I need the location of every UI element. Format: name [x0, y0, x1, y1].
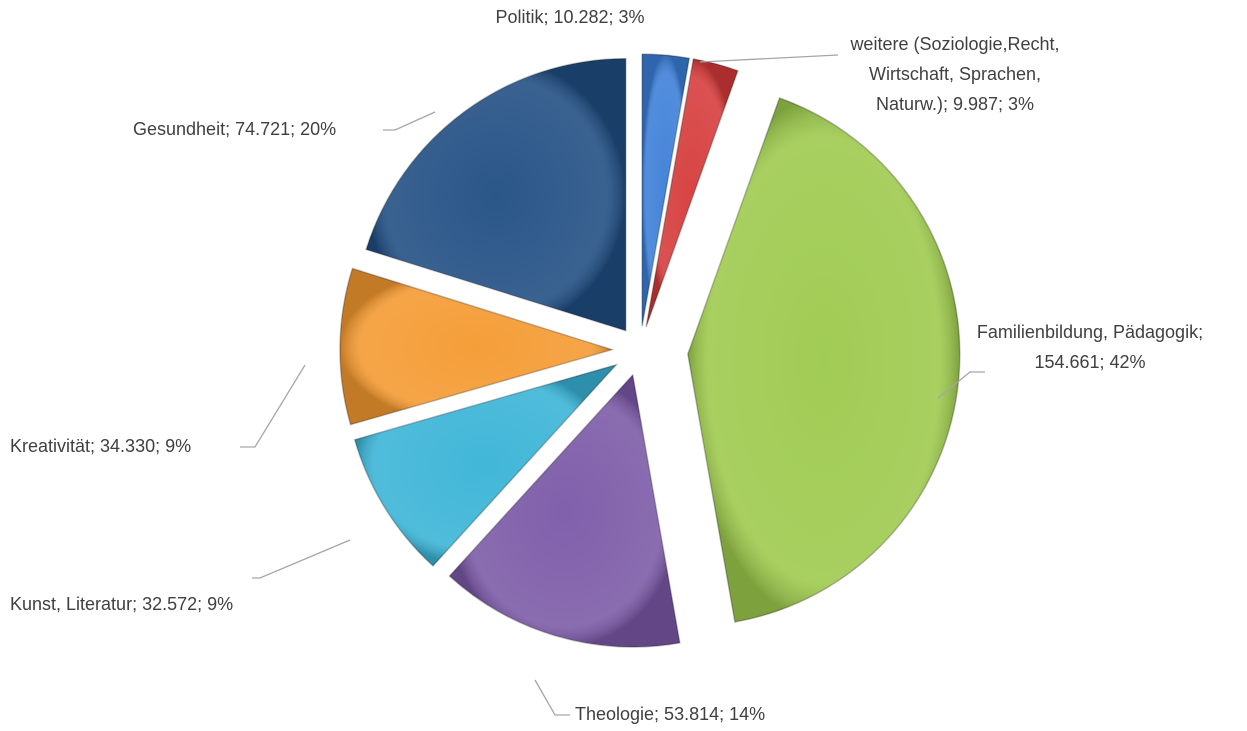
data-label: Familienbildung, Pädagogik; 154.661; 42%	[977, 322, 1203, 372]
data-label: Kreativität; 34.330; 9%	[10, 436, 191, 456]
leader-line	[383, 111, 436, 131]
label-line: Familienbildung, Pädagogik;	[977, 322, 1203, 342]
label-line: Theologie; 53.814; 14%	[575, 704, 765, 724]
slice	[687, 97, 961, 623]
label-line: Kreativität; 34.330; 9%	[10, 436, 191, 456]
slice-group	[687, 97, 961, 623]
leader-line	[699, 54, 839, 63]
data-label: Kunst, Literatur; 32.572; 9%	[10, 594, 233, 614]
leader-line	[534, 679, 570, 716]
label-line: Politik; 10.282; 3%	[495, 7, 644, 27]
data-label: Politik; 10.282; 3%	[495, 7, 644, 27]
label-line: Wirtschaft, Sprachen,	[869, 64, 1041, 84]
leader-line	[937, 371, 985, 399]
data-label: Theologie; 53.814; 14%	[575, 704, 765, 724]
data-label: weitere (Soziologie,Recht, Wirtschaft, Sp…	[849, 34, 1059, 114]
leader-line	[252, 539, 351, 579]
leader-line	[240, 364, 306, 448]
label-line: weitere (Soziologie,Recht,	[849, 34, 1059, 54]
label-line: Naturw.); 9.987; 3%	[876, 94, 1034, 114]
label-line: Gesundheit; 74.721; 20%	[133, 119, 336, 139]
label-line: 154.661; 42%	[1034, 352, 1145, 372]
label-line: Kunst, Literatur; 32.572; 9%	[10, 594, 233, 614]
data-label: Gesundheit; 74.721; 20%	[133, 119, 336, 139]
